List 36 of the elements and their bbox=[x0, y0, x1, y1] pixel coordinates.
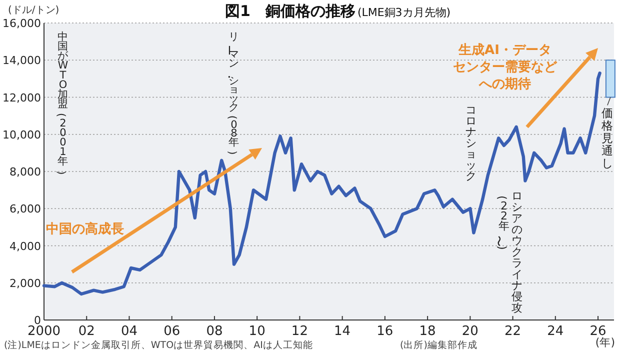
x-tick-label: 14 bbox=[334, 324, 351, 339]
y-tick-label: 0 bbox=[34, 314, 41, 327]
y-tick-label: 10,000 bbox=[2, 128, 41, 142]
chart-title: 図1 銅価格の推移 bbox=[225, 2, 356, 20]
x-tick-label: 10 bbox=[248, 324, 266, 339]
y-tick-label: 14,000 bbox=[2, 54, 41, 68]
y-tick-label: 6,000 bbox=[10, 202, 41, 216]
x-tick-label: 2000 bbox=[27, 324, 61, 339]
annotation: (22年〜) bbox=[492, 196, 510, 250]
series-label: 価格見通し bbox=[600, 106, 614, 170]
x-tick-label: 06 bbox=[164, 324, 180, 339]
x-tick-label: 18 bbox=[419, 324, 436, 339]
text: 中国がWTO加盟(2001年) bbox=[54, 30, 68, 175]
text: (出所)編集部作成 bbox=[400, 339, 478, 351]
y-tick-label: 12,000 bbox=[2, 91, 41, 104]
text: ロシアのウクライナ侵攻 bbox=[512, 189, 522, 314]
y-axis-title: (ドル/トン) bbox=[8, 5, 60, 16]
x-tick-label: 16 bbox=[376, 324, 394, 339]
y-tick-label: 8,000 bbox=[10, 166, 41, 178]
x-axis-title: (年) bbox=[595, 336, 615, 349]
x-tick-label: 22 bbox=[504, 324, 522, 339]
x-tick-label: 02 bbox=[78, 324, 95, 339]
annotation: コロナショック bbox=[466, 103, 476, 182]
x-tick-label: 08 bbox=[206, 324, 223, 339]
text: リーマン・ショック(08年) bbox=[222, 30, 240, 155]
x-tick-label: 24 bbox=[547, 324, 564, 339]
annotation: 生成AI・データセンター需要などへの期待 bbox=[453, 43, 558, 92]
y-tick-label: 4,000 bbox=[10, 240, 41, 253]
chart-subtitle: (LME銅3カ月先物) bbox=[357, 6, 451, 19]
text: (注)LMEはロンドン金属取引所、WTOは世界貿易機関、AIは人工知能 bbox=[4, 339, 313, 351]
x-tick-label: 12 bbox=[291, 324, 308, 339]
y-tick-label: 16,000 bbox=[2, 17, 41, 30]
x-tick-label: 04 bbox=[120, 324, 138, 339]
annotation: 中国の高成長 bbox=[46, 221, 124, 237]
y-tick-label: 2,000 bbox=[10, 276, 41, 290]
x-tick-label: 20 bbox=[462, 324, 478, 339]
